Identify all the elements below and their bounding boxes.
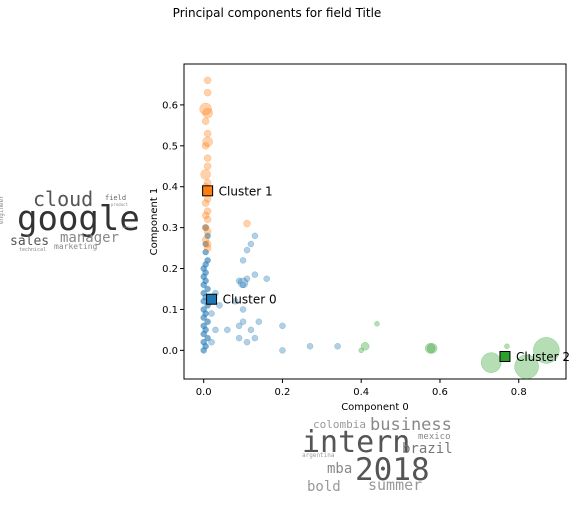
data-point [203,227,212,236]
data-point [224,326,231,334]
data-point [504,343,510,350]
data-point [239,281,247,289]
data-point [200,306,207,313]
data-point [263,275,270,283]
data-point [239,306,247,313]
data-point [203,240,212,248]
data-point [203,162,212,171]
data-point [251,271,259,278]
data-point [203,88,212,97]
data-point [306,343,314,350]
data-point [202,248,209,256]
data-point [202,224,209,231]
data-point [424,343,436,354]
y-tick-label: 0.4 [162,182,178,193]
data-point [202,136,213,147]
data-point [204,232,211,240]
data-point [251,232,259,240]
x-tick-label: 0.2 [275,387,291,398]
data-point [204,318,211,325]
data-point [247,240,255,248]
data-point [243,275,251,283]
chart-title: Principal components for field Title [173,6,382,20]
y-axis-label: Component 1 [149,188,160,256]
data-point [239,318,247,325]
y-tick-label: 0.1 [162,305,178,316]
y-tick-label: 0.0 [162,346,178,357]
data-point [247,326,255,334]
data-point [239,257,247,264]
x-tick-label: 0.4 [353,387,369,398]
data-point [201,211,210,220]
data-point [235,334,243,342]
cluster-centroid-marker [202,185,214,197]
data-point [200,338,207,346]
cluster-label: Cluster 1 [219,184,273,198]
data-point [202,107,213,119]
cluster-centroid-marker [499,351,511,362]
data-point [237,277,249,289]
data-point [203,244,212,252]
data-point [201,117,210,126]
data-point [235,322,243,330]
data-point [243,338,251,346]
data-point [533,337,560,364]
data-point [212,326,219,334]
data-point [201,199,210,207]
y-tick-label: 0.3 [162,223,178,234]
data-point [231,298,239,305]
data-point [202,240,209,248]
data-point [279,347,286,354]
data-point [480,352,502,373]
data-point [201,142,210,150]
data-point [235,277,243,285]
data-point [358,347,364,354]
x-axis-label: Component 0 [341,402,409,413]
data-point [200,289,207,297]
data-point [279,322,286,330]
y-tick-label: 0.5 [162,141,178,152]
data-point [251,334,259,342]
data-point [199,102,212,116]
data-point [200,322,207,330]
data-point [243,219,251,228]
cluster-label: Cluster 2 [516,350,570,364]
y-tick-label: 0.2 [162,264,178,275]
data-point [255,318,263,325]
data-point [208,310,215,317]
data-point [200,169,211,180]
cluster-centroid-marker [206,293,218,305]
cluster-label: Cluster 0 [223,293,277,307]
data-point [203,207,212,216]
data-point [204,334,211,342]
data-point [201,236,210,244]
data-point [426,343,438,354]
data-point [514,354,539,379]
x-tick-label: 0.8 [511,387,527,398]
data-point [203,129,212,138]
y-tick-label: 0.6 [162,100,178,111]
data-point [243,246,251,254]
data-point [204,257,211,264]
data-point [203,154,212,162]
data-point [334,343,341,350]
x-tick-label: 0.0 [196,387,212,398]
x-tick-label: 0.6 [432,387,448,398]
data-point [374,321,380,327]
data-point [360,342,370,351]
data-point [204,285,211,293]
data-point [201,223,210,232]
plot-frame [183,63,567,380]
data-point [208,338,215,346]
data-point [203,215,212,224]
data-point [216,302,223,309]
data-point [203,76,212,85]
